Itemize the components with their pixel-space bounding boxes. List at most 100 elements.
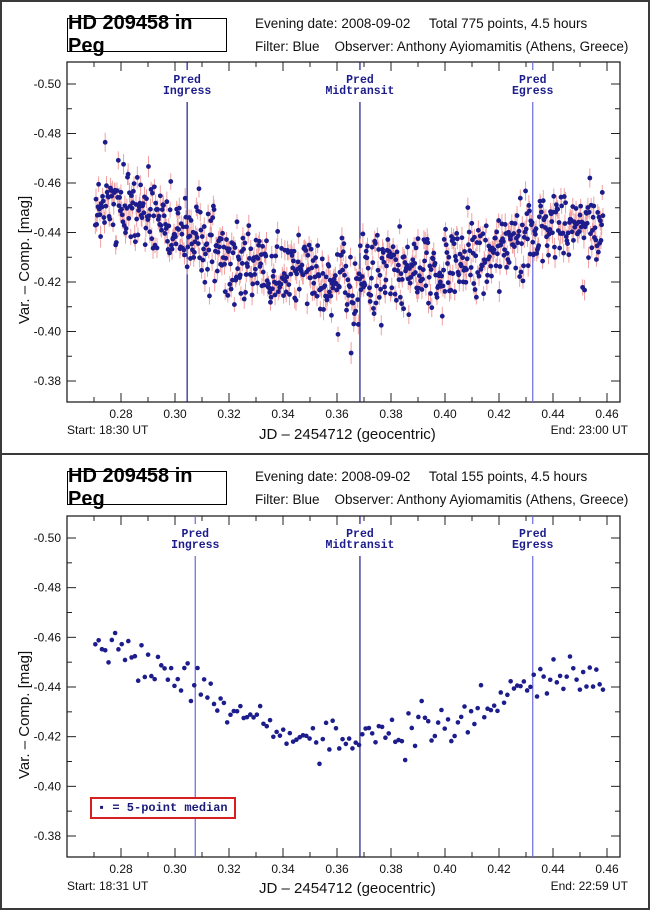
data-point xyxy=(257,703,263,709)
x-tick-label: 0.46 xyxy=(595,407,619,421)
data-point xyxy=(512,221,518,226)
data-point xyxy=(399,738,405,744)
data-point xyxy=(167,207,173,213)
data-point xyxy=(347,284,353,290)
data-point xyxy=(526,203,532,208)
data-point xyxy=(198,227,204,233)
data-point xyxy=(595,249,601,255)
data-point xyxy=(491,247,497,253)
x-axis-label: JD – 2454712 (geocentric) xyxy=(259,880,436,897)
data-point xyxy=(205,266,210,272)
data-point xyxy=(119,206,124,212)
data-point xyxy=(343,741,349,747)
prediction-label: Pred xyxy=(519,74,547,87)
data-point xyxy=(196,186,202,192)
data-point xyxy=(149,236,155,242)
data-point xyxy=(459,235,465,241)
data-point xyxy=(452,733,457,739)
data-point xyxy=(439,313,445,319)
data-point xyxy=(527,208,532,214)
data-point xyxy=(291,258,296,264)
data-point xyxy=(589,245,595,251)
data-point xyxy=(587,175,593,181)
data-point xyxy=(211,207,217,212)
data-point xyxy=(593,257,599,262)
data-point xyxy=(224,720,230,725)
data-point xyxy=(452,289,458,295)
data-point xyxy=(317,761,322,767)
data-point xyxy=(578,224,584,230)
data-point xyxy=(593,237,599,243)
data-point xyxy=(130,188,136,194)
data-point xyxy=(389,285,395,291)
data-point xyxy=(293,297,299,303)
data-point xyxy=(511,686,517,691)
data-point xyxy=(565,241,570,246)
data-point xyxy=(456,272,462,278)
data-point xyxy=(103,203,109,209)
data-point xyxy=(193,231,199,236)
data-point xyxy=(238,291,244,296)
data-point xyxy=(100,198,106,204)
data-point xyxy=(378,286,384,292)
median-legend: ▪ = 5-point median xyxy=(90,797,236,819)
data-point xyxy=(205,211,211,217)
x-tick-label: 0.42 xyxy=(487,862,511,876)
data-point xyxy=(118,189,124,195)
data-point xyxy=(546,252,551,258)
data-point xyxy=(299,262,305,268)
data-point xyxy=(211,701,217,707)
data-point xyxy=(419,287,425,292)
data-point xyxy=(586,255,591,261)
info-line-date-points: Evening date: 2008-09-02 Total 155 point… xyxy=(255,469,588,484)
data-point xyxy=(399,301,405,307)
data-point xyxy=(296,286,302,292)
data-point xyxy=(212,278,218,284)
data-point xyxy=(468,708,474,714)
data-point xyxy=(252,266,258,272)
data-point xyxy=(518,683,523,689)
data-point xyxy=(359,274,365,279)
prediction-label: Ingress xyxy=(163,85,211,98)
data-point xyxy=(165,238,170,244)
data-point xyxy=(267,289,273,295)
data-point xyxy=(182,665,187,671)
data-point xyxy=(268,294,274,300)
data-point xyxy=(533,231,538,237)
data-point xyxy=(274,244,280,250)
data-point xyxy=(345,277,351,283)
x-tick-label: 0.44 xyxy=(541,407,565,421)
data-point xyxy=(157,193,163,199)
prediction-label: Pred xyxy=(173,74,201,87)
start-time-label: Start: 18:31 UT xyxy=(67,879,149,893)
data-point xyxy=(206,247,212,253)
data-point xyxy=(250,281,256,287)
x-tick-label: 0.32 xyxy=(217,862,241,876)
data-point xyxy=(128,234,134,240)
data-point xyxy=(442,288,448,294)
data-point xyxy=(466,242,471,248)
data-point xyxy=(93,641,98,647)
data-point xyxy=(304,301,310,307)
data-point xyxy=(191,249,197,255)
data-point xyxy=(475,270,481,275)
data-point xyxy=(540,198,546,204)
data-point xyxy=(389,717,395,723)
data-point xyxy=(443,226,448,232)
data-point xyxy=(534,694,540,699)
data-point xyxy=(376,294,382,300)
data-point xyxy=(564,674,569,679)
data-point xyxy=(168,179,174,184)
data-point xyxy=(182,252,187,258)
lightcurve-plot-median: 0.28 0.30 0.32 0.34 0.36 0.38 0.40 0.42 0.44 0.46… xyxy=(34,515,621,876)
data-point xyxy=(236,256,242,262)
data-point xyxy=(371,306,376,311)
data-point xyxy=(504,264,509,270)
data-point xyxy=(278,281,284,287)
data-point xyxy=(202,279,208,285)
data-point xyxy=(159,207,165,213)
data-point xyxy=(577,687,583,692)
prediction-label: Ingress xyxy=(171,539,219,552)
data-point xyxy=(240,235,246,241)
data-point xyxy=(313,255,319,261)
